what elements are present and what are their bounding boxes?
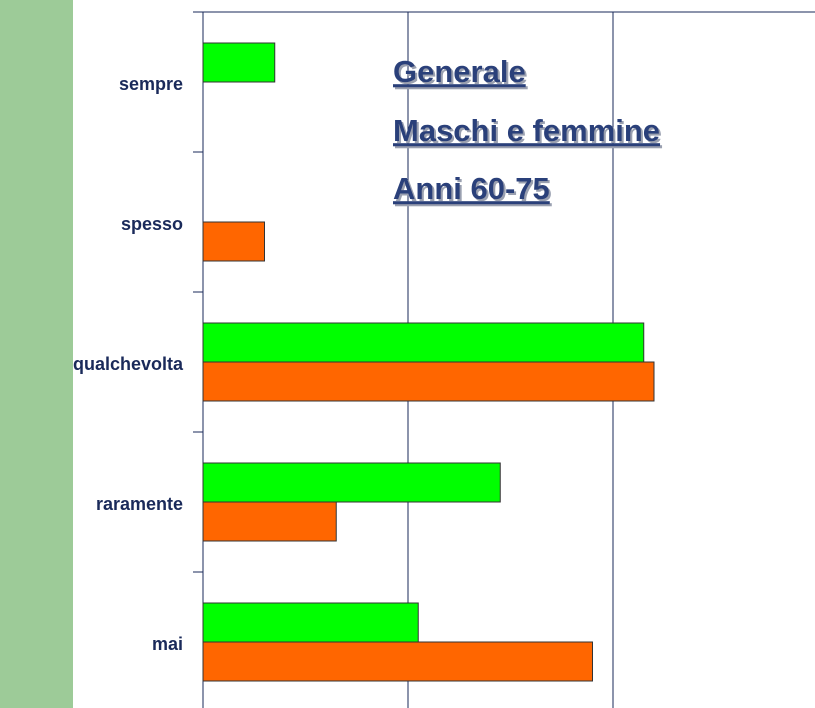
bar bbox=[202, 322, 645, 363]
bar bbox=[202, 501, 337, 542]
bar bbox=[202, 221, 265, 262]
bar bbox=[202, 462, 501, 503]
title-line: Anni 60-75 bbox=[393, 171, 550, 206]
bar bbox=[202, 361, 655, 402]
plot: sempre spesso qualchevolta raramente mai bbox=[73, 11, 815, 708]
title: Generale Maschi e femmine Anni 60-75 bbox=[393, 54, 660, 206]
side-strip bbox=[0, 0, 73, 708]
category-label: raramente bbox=[96, 494, 183, 514]
bar bbox=[202, 602, 419, 643]
bar bbox=[202, 42, 276, 83]
bar bbox=[202, 641, 593, 682]
title-line: Maschi e femmine bbox=[393, 113, 660, 148]
title-line: Generale bbox=[393, 54, 526, 89]
category-label: qualchevolta bbox=[73, 354, 184, 374]
category-label: spesso bbox=[121, 214, 183, 234]
category-label: mai bbox=[152, 634, 183, 654]
category-label: sempre bbox=[119, 74, 183, 94]
